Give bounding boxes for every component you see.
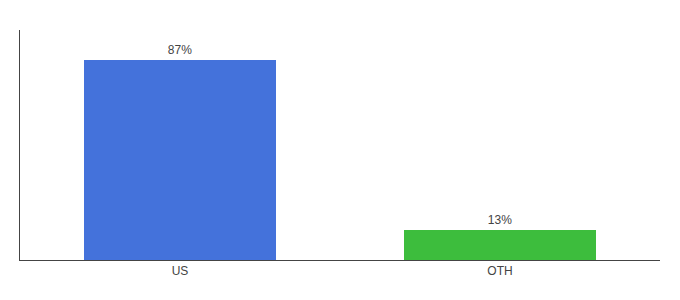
svg-text:US: US [172,264,189,278]
svg-text:13%: 13% [488,213,512,227]
svg-text:87%: 87% [168,43,192,57]
svg-text:OTH: OTH [487,264,512,278]
